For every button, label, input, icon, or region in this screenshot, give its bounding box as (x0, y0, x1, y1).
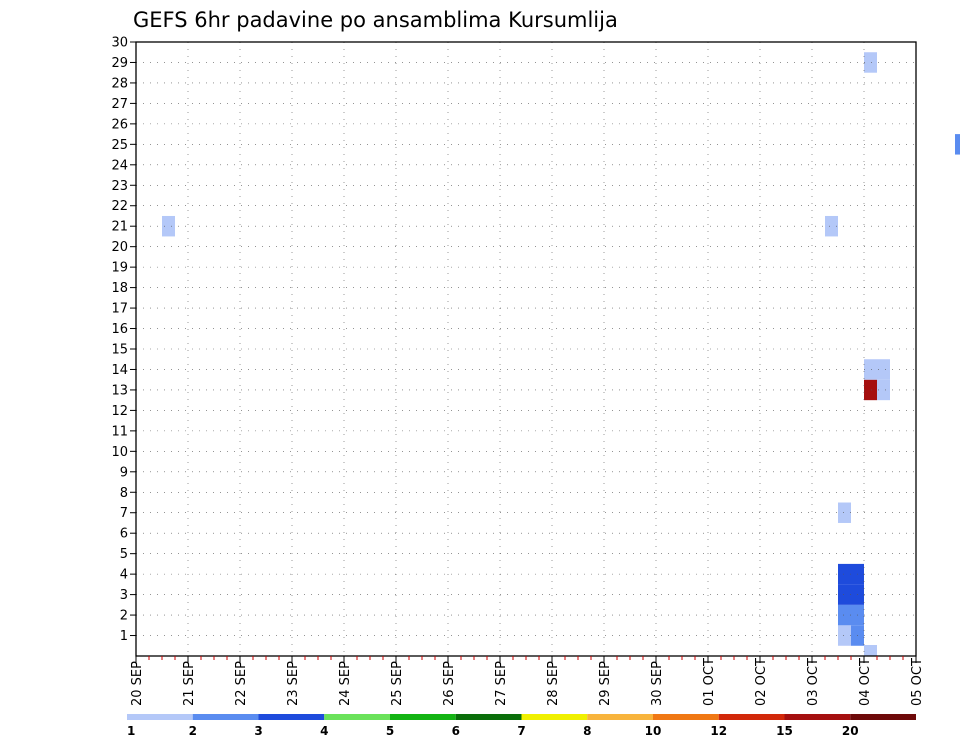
colorbar-segment (718, 714, 785, 720)
x-tick-label: 20 SEP (130, 661, 145, 706)
x-tick-label: 26 SEP (442, 661, 457, 706)
x-tick-label: 22 SEP (234, 661, 249, 706)
colorbar: 1 2 3 4 5 6 7 8 10 12 15 20 (127, 714, 916, 738)
x-tick-label: 21 SEP (182, 661, 197, 706)
y-tick-label: 6 (120, 527, 128, 542)
x-tick-label: 25 SEP (390, 661, 405, 706)
y-tick-label: 1 (120, 629, 128, 644)
chart-title: GEFS 6hr padavine po ansamblima Kursumli… (133, 8, 618, 32)
x-tick-label: 30 SEP (650, 661, 665, 706)
y-tick-label: 10 (111, 445, 128, 460)
y-tick-label: 17 (111, 302, 128, 317)
y-tick-label: 29 (111, 56, 128, 71)
plot-frame (135, 41, 917, 657)
colorbar-label: 10 (645, 724, 662, 738)
data-cell (838, 604, 851, 626)
colorbar-label: 1 (127, 724, 135, 738)
data-cell (877, 379, 890, 401)
x-tick-label: 03 OCT (806, 658, 821, 706)
y-tick-label: 9 (120, 465, 128, 480)
x-tick-label: 04 OCT (858, 658, 873, 706)
colorbar-segment (390, 714, 456, 720)
x-tick-label: 23 SEP (286, 661, 301, 706)
y-tick-label: 13 (111, 383, 128, 398)
y-tick-label: 7 (120, 506, 128, 521)
colorbar-label: 7 (517, 724, 525, 738)
y-tick-label: 14 (111, 363, 128, 378)
y-tick-label: 4 (120, 568, 128, 583)
grid-layer (136, 41, 916, 656)
x-tick-label: 29 SEP (598, 661, 613, 706)
data-cell (864, 379, 877, 401)
y-tick-label: 16 (111, 322, 128, 337)
y-tick-label: 25 (111, 138, 128, 153)
data-cell (955, 134, 960, 155)
colorbar-label: 3 (254, 724, 262, 738)
colorbar-segment (521, 714, 588, 720)
colorbar-segment (258, 714, 325, 720)
y-tick-label: 15 (111, 343, 128, 358)
data-cell (864, 52, 877, 73)
data-cell (864, 645, 877, 656)
x-tick-label: 24 SEP (338, 661, 353, 706)
x-tick-label: 05 OCT (910, 658, 925, 706)
colorbar-segment (127, 714, 193, 720)
y-tick-label: 2 (120, 609, 128, 624)
y-tick-label: 5 (120, 547, 128, 562)
y-tick-label: 3 (120, 588, 128, 603)
colorbar-segment (192, 714, 259, 720)
y-tick-label: 28 (111, 76, 128, 91)
colorbar-segment (324, 714, 390, 720)
y-tick-label: 27 (111, 97, 128, 112)
data-cell (838, 625, 851, 646)
colorbar-segment (784, 714, 851, 720)
colorbar-label: 12 (710, 724, 727, 738)
x-axis: 20 SEP 21 SEP 22 SEP 23 SEP 24 SEP 25 SEP 26 S… (130, 656, 925, 706)
y-tick-label: 23 (111, 179, 128, 194)
data-cell (838, 584, 851, 605)
colorbar-label: 2 (189, 724, 197, 738)
colorbar-label: 15 (776, 724, 793, 738)
x-tick-label: 27 SEP (494, 661, 509, 706)
x-tick-label: 01 OCT (702, 658, 717, 706)
data-cell (864, 359, 877, 380)
y-tick-label: 12 (111, 404, 128, 419)
colorbar-label: 5 (386, 724, 394, 738)
y-tick-label: 22 (111, 199, 128, 214)
data-cell (825, 215, 838, 237)
y-tick-label: 11 (111, 424, 128, 439)
colorbar-segment (455, 714, 522, 720)
y-tick-label: 8 (120, 486, 128, 501)
x-tick-label: 28 SEP (546, 661, 561, 706)
colorbar-label: 8 (583, 724, 591, 738)
cells-layer (162, 52, 960, 656)
colorbar-segment (850, 714, 916, 720)
y-tick-label: 30 (111, 36, 128, 51)
data-cell (838, 502, 851, 523)
y-axis: 1234567891011121314151617181920212223242… (111, 36, 136, 644)
colorbar-label: 6 (452, 724, 460, 738)
data-cell (877, 359, 890, 380)
data-cell (162, 215, 175, 237)
y-tick-label: 20 (111, 240, 128, 255)
y-tick-label: 18 (111, 281, 128, 296)
y-tick-label: 24 (111, 158, 128, 173)
colorbar-label: 20 (842, 724, 859, 738)
y-tick-label: 26 (111, 117, 128, 132)
colorbar-label: 4 (320, 724, 328, 738)
x-tick-label: 02 OCT (754, 658, 769, 706)
data-cell (838, 563, 851, 585)
y-tick-label: 19 (111, 261, 128, 276)
colorbar-segment (653, 714, 719, 720)
y-tick-label: 21 (111, 220, 128, 235)
colorbar-segment (587, 714, 653, 720)
